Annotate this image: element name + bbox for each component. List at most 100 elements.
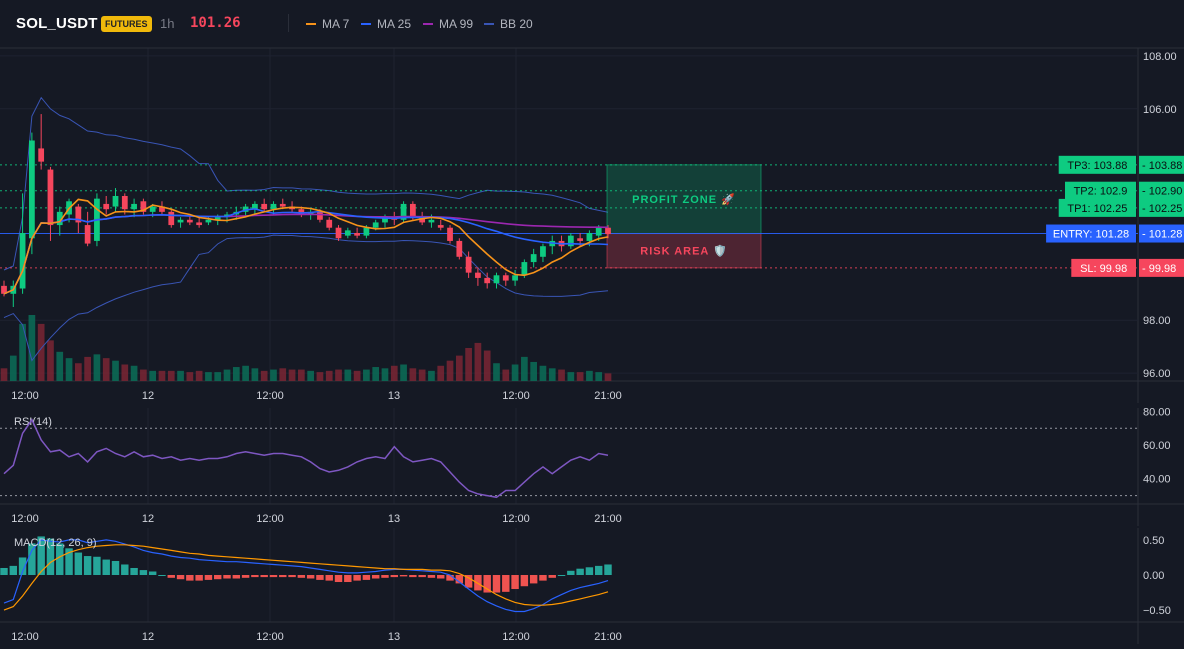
volume-bar — [279, 368, 287, 381]
y-tick-label: 108.00 — [1143, 51, 1177, 63]
macd-histogram-bar — [409, 575, 417, 578]
macd-histogram-bar — [548, 575, 556, 578]
volume-bar — [455, 355, 463, 381]
candle-body — [252, 203, 258, 210]
volume-bar — [149, 370, 157, 381]
volume-bar — [84, 356, 91, 381]
macd-histogram-bar — [529, 575, 538, 584]
level-axis-label: - 101.28 — [1142, 229, 1182, 241]
volume-bar — [595, 372, 603, 381]
macd-histogram-bar — [437, 575, 445, 579]
macd-label: MACD(12, 26, 9) — [14, 537, 97, 549]
macd-histogram-bar — [288, 575, 296, 578]
macd-histogram-bar — [325, 575, 333, 581]
candle-body — [140, 201, 147, 212]
legend-swatch-icon — [306, 23, 316, 25]
legend-label: BB 20 — [500, 17, 533, 31]
candle-body — [363, 227, 370, 236]
candle-body — [344, 230, 351, 236]
volume-bar — [37, 323, 45, 381]
volume-bar — [56, 351, 64, 381]
macd-histogram-bar — [232, 575, 241, 579]
macd-histogram-bar — [381, 575, 389, 578]
candle-body — [326, 219, 333, 228]
timeframe-label[interactable]: 1h — [160, 16, 175, 31]
level-axis-label: - 99.98 — [1142, 263, 1176, 275]
candle-body — [335, 227, 342, 239]
volume-bar — [344, 369, 352, 381]
volume-bar — [251, 368, 259, 381]
level-tag-tp2 — [1065, 181, 1136, 200]
candle-body — [521, 262, 528, 276]
legend-ma7[interactable]: MA 7 — [306, 17, 349, 31]
macd-histogram-bar — [557, 575, 566, 576]
rsi-y-tick-label: 60.00 — [1143, 440, 1171, 452]
volume-bar — [586, 370, 593, 381]
volume-bar — [93, 354, 101, 381]
candle-body — [56, 211, 63, 226]
macd-histogram-bar — [353, 575, 361, 581]
volume-bar — [335, 369, 342, 381]
candle-body — [112, 196, 119, 207]
candle-body — [168, 211, 175, 226]
candle-body — [317, 211, 323, 220]
chart-header: SOL_USDT FUTURES 1h 101.26 MA 7 MA 25 MA… — [0, 0, 1184, 48]
y-tick-label: 98.00 — [1143, 315, 1171, 327]
volume-bar — [102, 358, 110, 381]
y-tick-label: 106.00 — [1143, 104, 1177, 116]
volume-bar — [260, 370, 268, 381]
level-tag-label: TP3: 103.88 — [1067, 160, 1127, 172]
level-axis-tag — [1139, 155, 1184, 174]
volume-bar — [65, 358, 73, 381]
macd-histogram-bar — [520, 575, 529, 587]
profit-zone-label: PROFIT ZONE 🚀 — [632, 193, 736, 206]
x-tick-label: 21:00 — [594, 631, 622, 643]
candle-body — [586, 233, 593, 241]
macd-histogram-bar — [186, 575, 194, 581]
volume-bar — [158, 370, 166, 381]
legend-ma99[interactable]: MA 99 — [423, 17, 473, 31]
volume-bar — [47, 340, 54, 381]
candle-body — [372, 222, 379, 228]
macd-histogram-bar — [576, 568, 584, 575]
legend-ma25[interactable]: MA 25 — [361, 17, 411, 31]
volume-bar — [232, 367, 240, 381]
volume-bar — [167, 370, 175, 381]
macd-histogram-bar — [102, 559, 110, 575]
level-tag-label: TP1: 102.25 — [1067, 203, 1127, 215]
legend-swatch-icon — [423, 23, 433, 25]
macd-histogram-bar — [594, 565, 603, 575]
legend-label: MA 99 — [439, 17, 474, 31]
last-price: 101.26 — [190, 15, 241, 31]
volume-bar — [400, 364, 407, 381]
macd-y-tick-label: −0.50 — [1143, 605, 1171, 617]
macd-histogram-bar — [9, 565, 18, 575]
macd-histogram-bar — [297, 575, 306, 578]
x-tick-label: 12:00 — [502, 390, 530, 402]
x-tick-label: 13 — [388, 631, 400, 643]
macd-histogram-bar — [74, 552, 83, 575]
candle-body — [512, 275, 518, 281]
volume-bar — [474, 342, 482, 381]
macd-histogram-bar — [83, 556, 92, 575]
ma7-line — [3, 198, 609, 295]
volume-bar — [511, 364, 519, 381]
level-tag-tp3 — [1058, 155, 1136, 174]
candle-body — [196, 222, 203, 226]
candle-body — [419, 217, 426, 223]
legend-label: MA 25 — [377, 17, 412, 31]
candle-body — [47, 169, 54, 226]
macd-histogram-bar — [18, 557, 27, 575]
candle-body — [456, 240, 463, 257]
candle-body — [19, 233, 26, 289]
volume-bar — [270, 369, 277, 381]
legend-bb20[interactable]: BB 20 — [484, 17, 533, 31]
volume-bar — [28, 315, 36, 381]
macd-histogram-bar — [567, 570, 575, 575]
volume-bar — [19, 323, 26, 381]
macd-histogram-bar — [511, 575, 519, 590]
candle-body — [409, 203, 416, 218]
candle-body — [465, 256, 472, 273]
symbol-name[interactable]: SOL_USDT — [16, 15, 98, 32]
